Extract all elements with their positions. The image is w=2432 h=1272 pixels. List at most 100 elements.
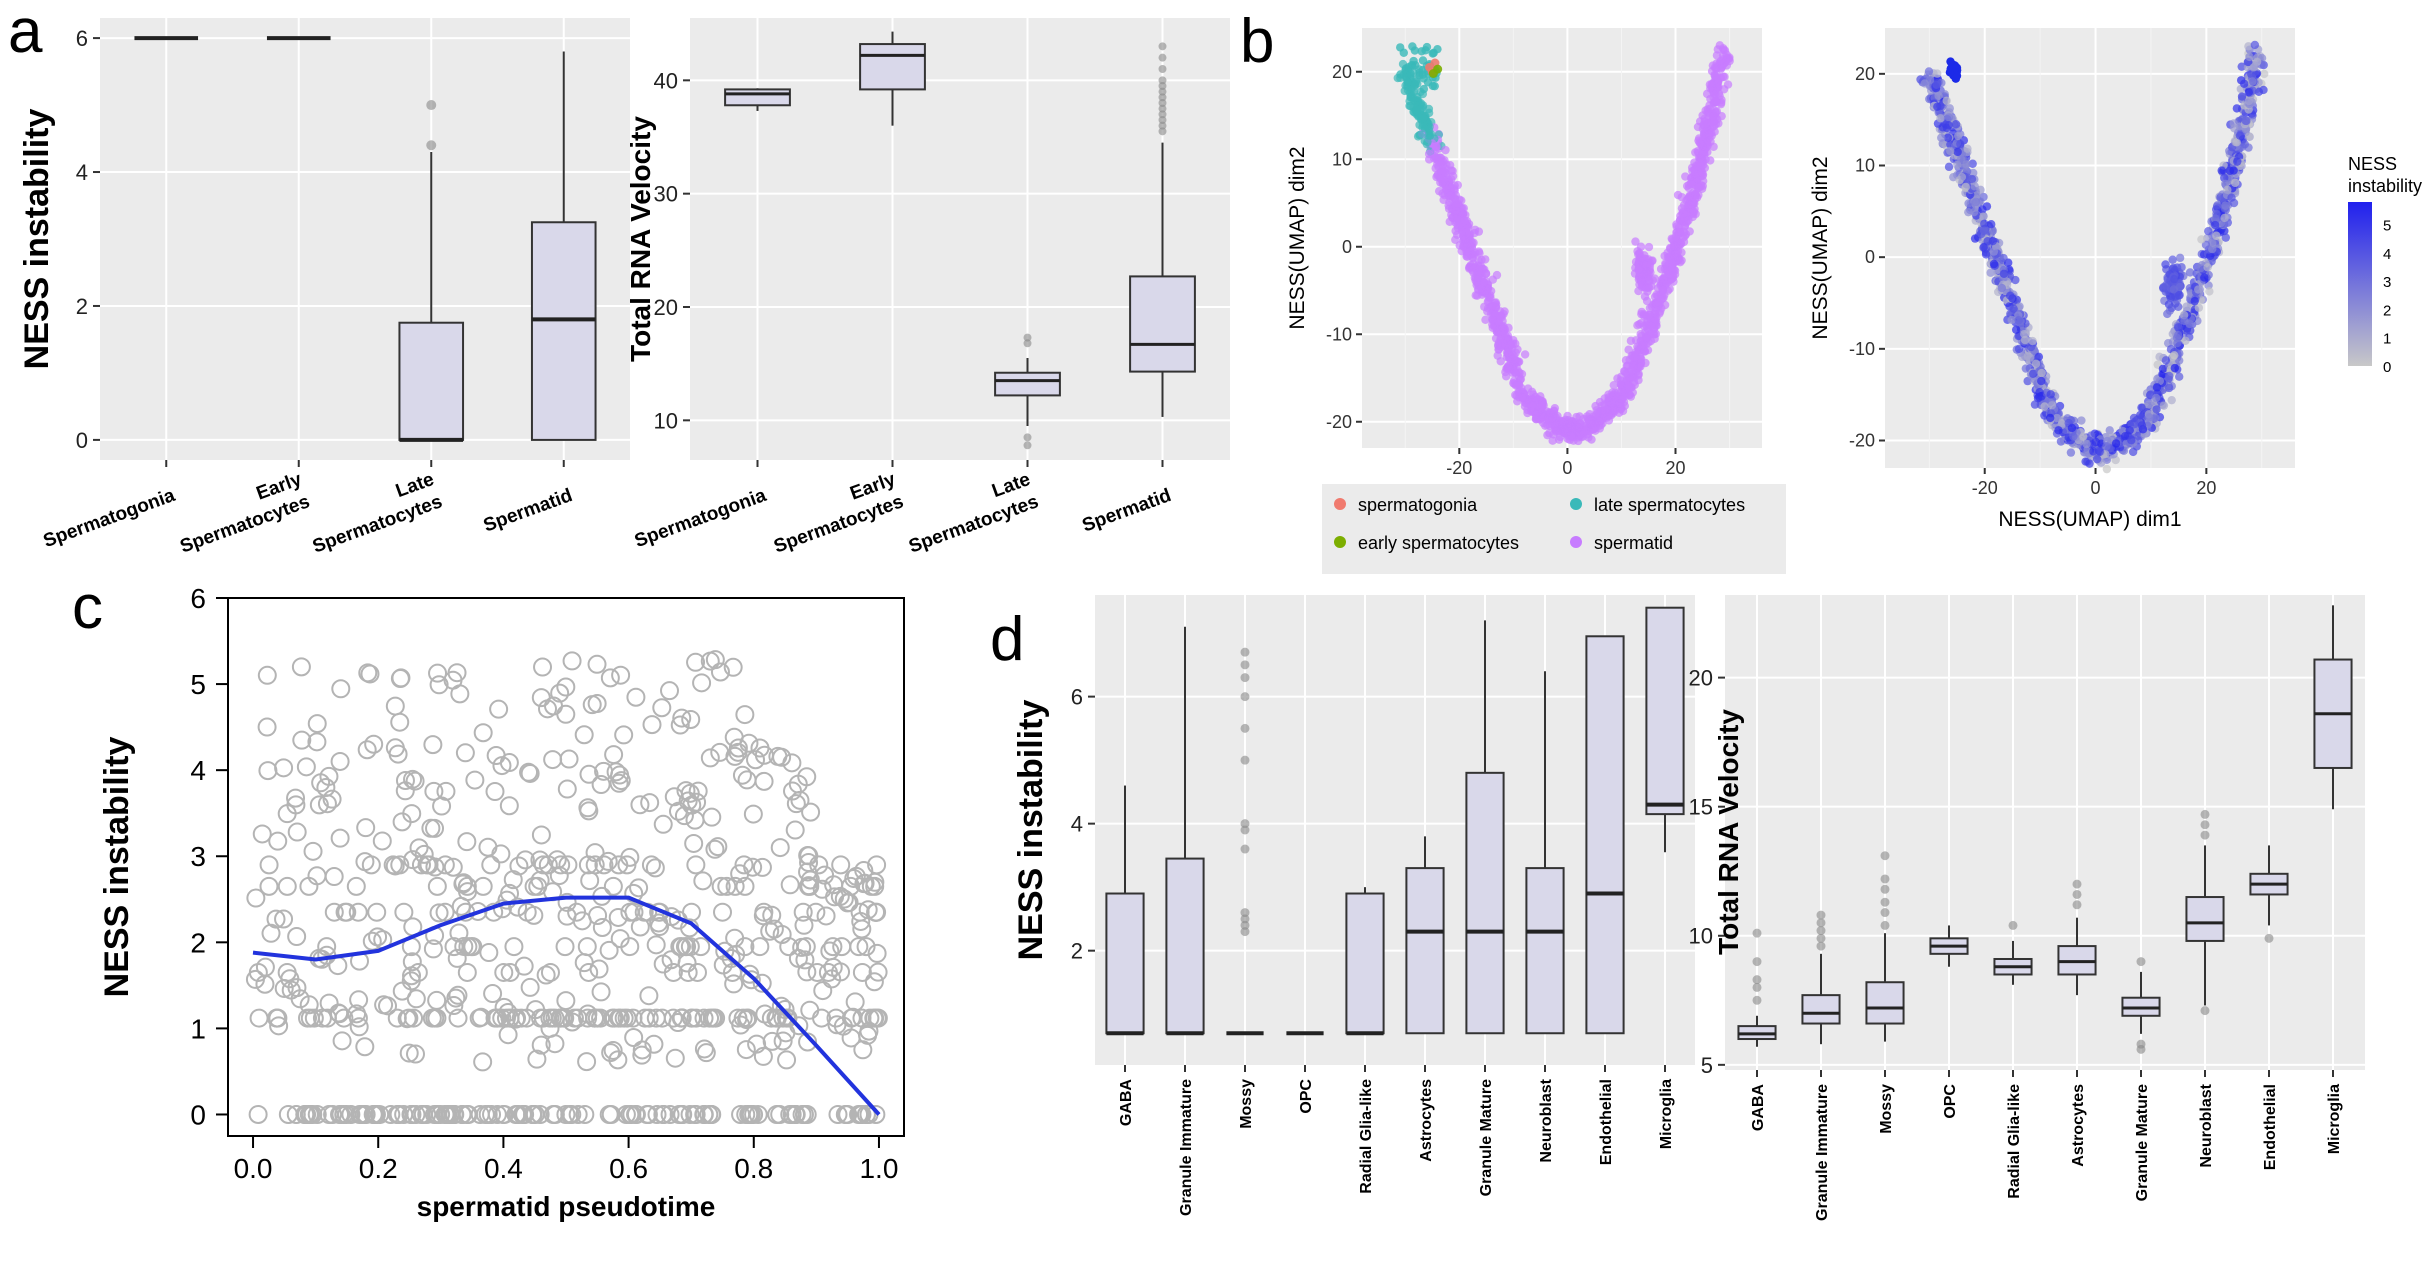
umap-point xyxy=(1677,192,1687,202)
scatter-point xyxy=(601,1043,621,1063)
scatter-point xyxy=(257,717,277,737)
x-tick-label: GABA xyxy=(1118,1079,1135,1127)
scatter-point xyxy=(555,1008,575,1028)
scatter-point xyxy=(555,937,575,957)
umap-point xyxy=(1968,159,1977,168)
outlier-point xyxy=(2200,820,2210,830)
outlier-point xyxy=(1752,957,1762,967)
umap-point-late xyxy=(1396,43,1405,52)
umap-point xyxy=(1970,234,1980,243)
scatter-point xyxy=(297,1104,317,1124)
umap-point xyxy=(1706,156,1715,165)
scatter-point xyxy=(332,1031,352,1051)
umap-point xyxy=(2021,364,2031,373)
scatter-point xyxy=(395,781,415,801)
outlier-point xyxy=(1158,127,1167,136)
umap-point xyxy=(2225,166,2235,175)
umap-point xyxy=(2164,371,2174,381)
umap-point xyxy=(1529,399,1538,409)
scatter-point xyxy=(545,1104,565,1124)
umap-point xyxy=(1608,405,1617,415)
umap-point xyxy=(1677,204,1687,213)
scatter-point xyxy=(591,982,611,1002)
umap-point xyxy=(1964,207,1973,217)
scatter-point xyxy=(423,735,443,755)
umap-point xyxy=(1615,399,1625,408)
panel-label-b: b xyxy=(1240,7,1274,76)
scatter-point xyxy=(687,962,707,982)
scatter-point xyxy=(865,872,885,892)
scatter-point xyxy=(701,1104,721,1124)
umap-point xyxy=(1944,120,1953,130)
scatter-point xyxy=(245,969,265,989)
x-axis-label: NESS(UMAP) dim1 xyxy=(1998,508,2181,531)
umap-point xyxy=(1631,237,1640,246)
scatter-point xyxy=(807,962,827,982)
umap-point xyxy=(1561,429,1570,438)
umap-point xyxy=(2170,351,2179,360)
scatter-point xyxy=(303,841,323,861)
umap-point xyxy=(2052,413,2061,423)
umap-point xyxy=(2167,303,2176,313)
umap-point xyxy=(2233,157,2242,166)
scatter-point xyxy=(383,855,403,875)
scatter-point xyxy=(557,892,577,912)
scatter-point xyxy=(838,1104,858,1124)
scatter-point xyxy=(530,1104,550,1124)
x-tick-label: 0 xyxy=(1562,458,1572,478)
scatter-point xyxy=(741,970,761,990)
umap-point-late xyxy=(1404,62,1413,72)
umap-point xyxy=(1423,131,1433,140)
umap-point-late xyxy=(1418,56,1428,65)
scatter-point xyxy=(710,742,730,762)
scatter-point xyxy=(511,1008,531,1028)
umap-point xyxy=(1531,410,1541,419)
outlier-point xyxy=(1240,723,1250,733)
scatter-point xyxy=(830,886,850,906)
umap-point xyxy=(1537,402,1547,411)
scatter-point xyxy=(606,762,626,782)
scatter-point xyxy=(812,879,832,899)
y-axis-label: NESS instability xyxy=(1012,700,1050,961)
umap-point xyxy=(1679,227,1689,237)
scatter-point xyxy=(711,876,731,896)
umap-point xyxy=(2254,87,2264,96)
umap-point xyxy=(1970,182,1979,191)
scatter-point xyxy=(608,1050,628,1070)
umap-point xyxy=(2067,423,2077,433)
x-tick-label: Granule Mature xyxy=(2134,1084,2151,1201)
scatter-point xyxy=(852,1008,872,1028)
umap-point xyxy=(1573,423,1583,432)
umap-point xyxy=(2249,63,2258,72)
scatter-point xyxy=(702,807,722,827)
umap-point xyxy=(1639,259,1648,269)
scatter-point xyxy=(845,992,865,1012)
scatter-point xyxy=(776,1023,796,1043)
umap-point xyxy=(1523,384,1533,393)
umap-point xyxy=(2102,441,2111,451)
umap-point xyxy=(2174,323,2183,332)
scatter-point xyxy=(735,705,755,725)
umap-point xyxy=(2054,426,2063,435)
outlier-point xyxy=(1752,975,1762,985)
scatter-point xyxy=(705,839,725,859)
umap-point xyxy=(2009,304,2018,313)
umap-point xyxy=(2086,431,2096,440)
scatter-point xyxy=(499,796,519,816)
umap-point xyxy=(2170,274,2179,284)
umap-point xyxy=(2205,287,2214,296)
scatter-point xyxy=(286,788,306,808)
scatter-point xyxy=(547,850,567,870)
umap-point-late xyxy=(1418,65,1427,75)
scatter-point xyxy=(700,748,720,768)
scatter-point xyxy=(322,789,342,809)
x-tick-label: Granule Mature xyxy=(1478,1079,1495,1196)
scatter-point xyxy=(421,818,441,838)
x-tick-label: GABA xyxy=(1750,1084,1767,1132)
umap-point xyxy=(1585,410,1594,419)
scatter-point xyxy=(773,1031,793,1051)
umap-point xyxy=(1449,192,1458,202)
umap-point xyxy=(2102,464,2112,474)
smooth-curve xyxy=(252,895,881,1116)
